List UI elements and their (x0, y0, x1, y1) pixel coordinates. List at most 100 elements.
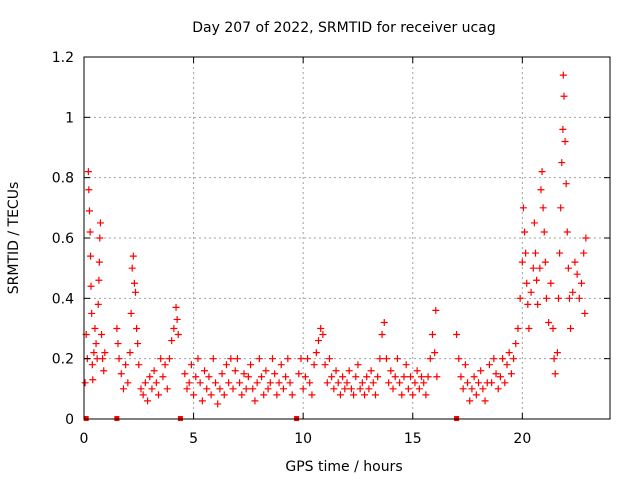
data-point (139, 391, 147, 399)
data-point (273, 391, 281, 399)
data-point (279, 385, 287, 393)
data-point (236, 379, 244, 387)
data-point (207, 391, 215, 399)
data-point (466, 397, 474, 405)
data-point (398, 391, 406, 399)
data-point (268, 355, 276, 363)
data-point (152, 379, 160, 387)
data-point (87, 282, 95, 290)
data-point (266, 379, 274, 387)
data-point (545, 318, 553, 326)
data-point (260, 391, 268, 399)
data-point (96, 219, 104, 227)
data-point (295, 370, 303, 378)
data-point (288, 391, 296, 399)
data-point (89, 376, 97, 384)
y-tick-label: 0.2 (52, 352, 74, 368)
data-point (356, 385, 364, 393)
data-point (521, 228, 529, 236)
data-point (551, 370, 559, 378)
data-point (134, 340, 142, 348)
data-point (485, 361, 493, 369)
data-point (81, 379, 89, 387)
data-point (573, 270, 581, 278)
data-point (227, 355, 235, 363)
data-point (95, 258, 103, 266)
data-point (135, 361, 143, 369)
data-point (308, 391, 316, 399)
data-point (522, 249, 530, 257)
data-point (231, 367, 239, 375)
data-point (554, 294, 562, 302)
data-point (86, 228, 94, 236)
data-point (90, 349, 98, 357)
data-point (150, 367, 158, 375)
data-point (411, 379, 419, 387)
data-point (531, 249, 539, 257)
data-point (181, 370, 189, 378)
data-point (539, 204, 547, 212)
data-point (146, 373, 154, 381)
data-point (433, 373, 441, 381)
data-point (431, 349, 439, 357)
data-point (542, 294, 550, 302)
data-point (173, 315, 181, 323)
data-point (512, 340, 520, 348)
data-point (503, 361, 511, 369)
data-point (133, 325, 141, 332)
data-point (428, 331, 436, 339)
data-point (556, 249, 564, 257)
data-point (98, 331, 106, 339)
data-point (325, 355, 333, 363)
data-point (165, 355, 173, 363)
data-point (420, 379, 428, 387)
data-point (582, 234, 590, 242)
data-point (378, 331, 386, 339)
data-point (391, 373, 399, 381)
data-point (553, 349, 561, 357)
data-point (144, 397, 152, 405)
data-point (129, 252, 137, 260)
data-point (575, 294, 583, 302)
data-point (479, 385, 487, 393)
data-point (404, 385, 412, 393)
data-point (418, 373, 426, 381)
data-point (310, 361, 318, 369)
data-point (389, 385, 397, 393)
data-point (301, 373, 309, 381)
data-point (559, 71, 567, 79)
data-point (453, 331, 461, 339)
data-point (198, 397, 206, 405)
data-point (297, 355, 305, 363)
y-axis-label: SRMTID / TECUs (6, 182, 22, 295)
data-point (537, 186, 545, 194)
data-point (432, 306, 440, 314)
data-point (457, 373, 465, 381)
data-point (580, 249, 588, 257)
data-point (220, 391, 228, 399)
data-point (209, 355, 217, 363)
data-point (258, 373, 266, 381)
data-point (549, 325, 557, 332)
data-point (470, 373, 478, 381)
data-point (251, 397, 259, 405)
data-point (84, 168, 92, 176)
data-point (492, 370, 500, 378)
data-point (187, 361, 195, 369)
data-point (277, 361, 285, 369)
data-point (185, 379, 193, 387)
data-point (382, 355, 390, 363)
data-point (558, 159, 566, 167)
data-point (312, 349, 320, 357)
data-point (415, 385, 423, 393)
data-point (519, 204, 527, 212)
data-point (385, 379, 393, 387)
x-tick-label: 15 (404, 431, 422, 447)
data-point (361, 391, 369, 399)
data-point (559, 125, 567, 133)
data-point (490, 355, 498, 363)
data-point (168, 337, 176, 345)
data-point (336, 391, 344, 399)
data-point (148, 385, 156, 393)
